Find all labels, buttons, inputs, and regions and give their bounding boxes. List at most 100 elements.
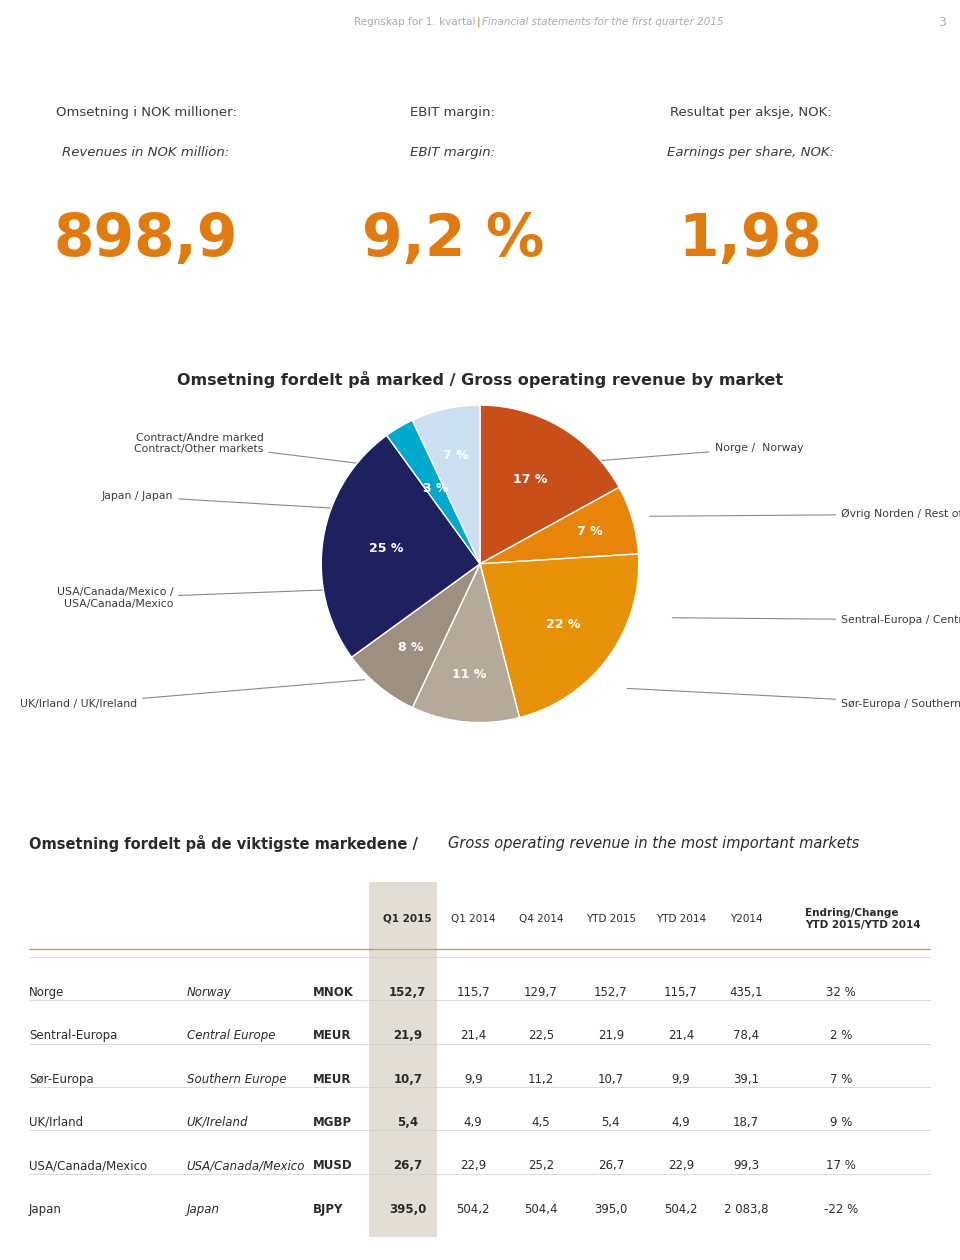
- Text: 25,2: 25,2: [528, 1159, 554, 1172]
- Text: 115,7: 115,7: [456, 987, 490, 999]
- Text: 9,9: 9,9: [464, 1072, 483, 1086]
- Wedge shape: [480, 406, 619, 564]
- Text: 3: 3: [938, 15, 946, 29]
- Text: Y2014: Y2014: [730, 914, 762, 924]
- Text: 435,1: 435,1: [730, 987, 763, 999]
- Text: 25 %: 25 %: [369, 543, 403, 556]
- Text: 504,2: 504,2: [664, 1202, 698, 1216]
- Text: 395,0: 395,0: [594, 1202, 628, 1216]
- Text: 78,4: 78,4: [733, 1029, 759, 1042]
- Text: 21,4: 21,4: [460, 1029, 487, 1042]
- Text: 22 %: 22 %: [546, 617, 581, 631]
- Text: 17 %: 17 %: [513, 472, 547, 485]
- Text: 504,4: 504,4: [524, 1202, 558, 1216]
- Text: Omsetning i NOK millioner:: Omsetning i NOK millioner:: [56, 106, 236, 120]
- Bar: [369, 882, 437, 1237]
- Text: Norge /  Norway: Norge / Norway: [595, 444, 804, 461]
- Text: MNOK: MNOK: [313, 987, 354, 999]
- Text: |: |: [476, 16, 480, 28]
- Wedge shape: [322, 436, 480, 658]
- Text: 18,7: 18,7: [733, 1116, 759, 1129]
- Text: 21,9: 21,9: [598, 1029, 624, 1042]
- Text: Southern Europe: Southern Europe: [186, 1072, 286, 1086]
- Text: EBIT margin:: EBIT margin:: [411, 106, 495, 120]
- Text: 7 %: 7 %: [577, 525, 603, 538]
- Text: Norge: Norge: [29, 987, 64, 999]
- Text: Gross operating revenue in the most important markets: Gross operating revenue in the most impo…: [448, 835, 859, 850]
- Text: 7 %: 7 %: [443, 449, 468, 462]
- Text: Japan: Japan: [186, 1202, 220, 1216]
- Text: YTD 2015: YTD 2015: [586, 914, 636, 924]
- Text: 504,2: 504,2: [457, 1202, 490, 1216]
- Text: 9,2 %: 9,2 %: [362, 210, 544, 267]
- Text: Q4 2014: Q4 2014: [518, 914, 564, 924]
- Text: Revenues in NOK million:: Revenues in NOK million:: [62, 146, 229, 159]
- Text: 115,7: 115,7: [664, 987, 698, 999]
- Text: 2 083,8: 2 083,8: [724, 1202, 768, 1216]
- Text: 11,2: 11,2: [528, 1072, 554, 1086]
- Text: YTD 2014: YTD 2014: [656, 914, 706, 924]
- Text: 152,7: 152,7: [389, 987, 426, 999]
- Text: Earnings per share, NOK:: Earnings per share, NOK:: [667, 146, 834, 159]
- Text: BJPY: BJPY: [313, 1202, 344, 1216]
- Text: 10,7: 10,7: [394, 1072, 422, 1086]
- Text: Omsetning fordelt på marked / Gross operating revenue by market: Omsetning fordelt på marked / Gross oper…: [177, 370, 783, 388]
- Text: Financial statements for the first quarter 2015: Financial statements for the first quart…: [482, 18, 724, 28]
- Text: Omsetning fordelt på de viktigste markedene /: Omsetning fordelt på de viktigste marked…: [29, 835, 418, 852]
- Text: 5,4: 5,4: [397, 1116, 419, 1129]
- Text: Resultat per aksje, NOK:: Resultat per aksje, NOK:: [670, 106, 831, 120]
- Text: 2 %: 2 %: [829, 1029, 852, 1042]
- Text: 32 %: 32 %: [827, 987, 855, 999]
- Text: UK/Ireland: UK/Ireland: [186, 1116, 249, 1129]
- Text: 3 %: 3 %: [422, 483, 448, 495]
- Text: 4,5: 4,5: [532, 1116, 550, 1129]
- Text: 395,0: 395,0: [389, 1202, 426, 1216]
- Text: 9 %: 9 %: [829, 1116, 852, 1129]
- Wedge shape: [387, 420, 480, 564]
- Text: 4,9: 4,9: [671, 1116, 690, 1129]
- Text: 898,9: 898,9: [54, 210, 238, 267]
- Text: 152,7: 152,7: [594, 987, 628, 999]
- Text: MUSD: MUSD: [313, 1159, 352, 1172]
- Text: -22 %: -22 %: [824, 1202, 858, 1216]
- Text: 22,9: 22,9: [667, 1159, 694, 1172]
- Text: 21,4: 21,4: [667, 1029, 694, 1042]
- Text: 8 %: 8 %: [398, 640, 424, 654]
- Text: 129,7: 129,7: [524, 987, 558, 999]
- Text: 5,4: 5,4: [602, 1116, 620, 1129]
- Text: Sør-Europa / Southern Europe: Sør-Europa / Southern Europe: [627, 688, 960, 708]
- Text: 4,9: 4,9: [464, 1116, 483, 1129]
- Text: Sentral-Europa: Sentral-Europa: [29, 1029, 117, 1042]
- Text: UK/Irland: UK/Irland: [29, 1116, 83, 1129]
- Text: Endring/Change
YTD 2015/YTD 2014: Endring/Change YTD 2015/YTD 2014: [804, 907, 921, 930]
- Text: Japan: Japan: [29, 1202, 61, 1216]
- Text: 17 %: 17 %: [826, 1159, 856, 1172]
- Text: Sør-Europa: Sør-Europa: [29, 1072, 93, 1086]
- Wedge shape: [480, 488, 638, 564]
- Text: MEUR: MEUR: [313, 1072, 351, 1086]
- Text: MEUR: MEUR: [313, 1029, 351, 1042]
- Text: Contract/Andre marked
Contract/Other markets: Contract/Andre marked Contract/Other mar…: [134, 432, 373, 465]
- Text: 99,3: 99,3: [733, 1159, 759, 1172]
- Text: Øvrig Norden / Rest of Nordic region: Øvrig Norden / Rest of Nordic region: [650, 509, 960, 519]
- Text: 22,9: 22,9: [460, 1159, 487, 1172]
- Text: 26,7: 26,7: [598, 1159, 624, 1172]
- Text: 7 %: 7 %: [829, 1072, 852, 1086]
- Text: UK/Irland / UK/Ireland: UK/Irland / UK/Ireland: [20, 679, 365, 708]
- Text: Japan / Japan: Japan / Japan: [102, 491, 355, 509]
- Text: Central Europe: Central Europe: [186, 1029, 276, 1042]
- Text: EBIT margin:: EBIT margin:: [410, 146, 495, 159]
- Text: Q1 2015: Q1 2015: [383, 914, 432, 924]
- Text: 21,9: 21,9: [394, 1029, 422, 1042]
- Wedge shape: [480, 554, 638, 718]
- Text: 1,98: 1,98: [679, 210, 823, 267]
- Text: USA/Canada/Mexico: USA/Canada/Mexico: [29, 1159, 147, 1172]
- Text: 10,7: 10,7: [598, 1072, 624, 1086]
- Text: 11 %: 11 %: [452, 668, 487, 680]
- Wedge shape: [351, 564, 480, 708]
- Text: Norway: Norway: [186, 987, 231, 999]
- Wedge shape: [413, 406, 480, 564]
- Text: 39,1: 39,1: [733, 1072, 759, 1086]
- Text: USA/Canada/Mexico /
USA/Canada/Mexico: USA/Canada/Mexico / USA/Canada/Mexico: [57, 587, 347, 609]
- Text: Sentral-Europa / Central Europe: Sentral-Europa / Central Europe: [672, 615, 960, 625]
